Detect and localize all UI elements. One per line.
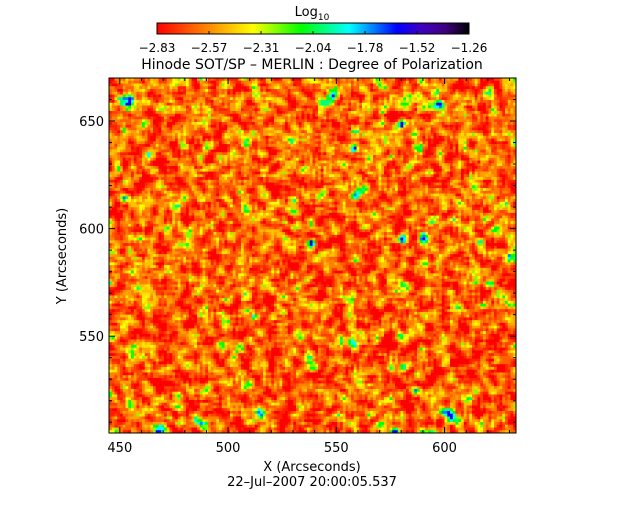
y-tick-label: 600 bbox=[79, 223, 104, 238]
colorbar-label: Log10 bbox=[295, 5, 330, 23]
y-tick-label: 550 bbox=[79, 330, 104, 345]
colorbar-tick-label: −2.04 bbox=[295, 41, 332, 55]
y-axis-label: Y (Arcseconds) bbox=[55, 208, 70, 305]
chart-title: Hinode SOT/SP – MERLIN : Degree of Polar… bbox=[141, 57, 483, 73]
x-tick-label: 600 bbox=[432, 441, 457, 456]
colorbar-tick-label: −1.78 bbox=[347, 41, 384, 55]
colorbar-tick-label: −2.83 bbox=[139, 41, 176, 55]
colorbar-label-base: Log bbox=[295, 5, 318, 20]
timestamp: 22–Jul–2007 20:00:05.537 bbox=[227, 475, 397, 490]
x-axis-label: X (Arcseconds) bbox=[263, 460, 360, 475]
colorbar-ticks: −2.83 −2.57 −2.31 −2.04 −1.78 −1.52 −1.26 bbox=[139, 31, 488, 55]
y-tick-label: 650 bbox=[79, 115, 104, 130]
plot-frame bbox=[108, 77, 517, 434]
heatmap-image bbox=[109, 78, 516, 433]
colorbar-label-subscript: 10 bbox=[318, 13, 330, 23]
x-tick-label: 450 bbox=[107, 441, 132, 456]
colorbar-tick-label: −1.52 bbox=[399, 41, 436, 55]
y-axis: 550 600 650 bbox=[79, 77, 516, 423]
x-tick-label: 500 bbox=[216, 441, 241, 456]
colorbar-tick-label: −2.57 bbox=[191, 41, 228, 55]
colorbar-tick-label: −2.31 bbox=[243, 41, 280, 55]
x-tick-label: 550 bbox=[324, 441, 349, 456]
colorbar-tick-label: −1.26 bbox=[451, 41, 488, 55]
x-axis: 450 500 550 600 bbox=[107, 78, 511, 456]
